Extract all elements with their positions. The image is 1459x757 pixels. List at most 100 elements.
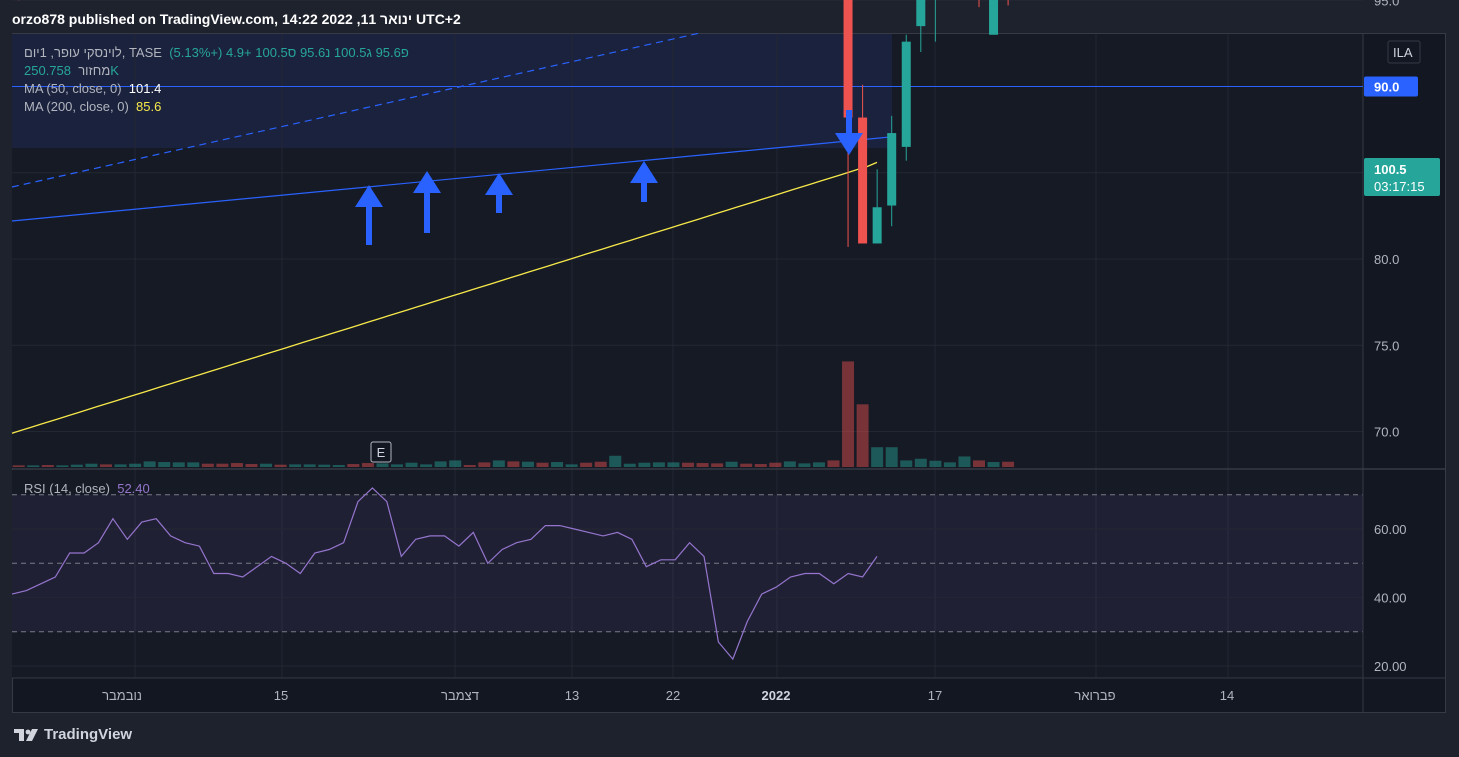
volume-bar [871,447,884,467]
published-title: orzo878 published on TradingView.com, 14… [12,11,461,27]
volume-bar [463,465,476,467]
rsi-legend[interactable]: RSI (14, close) 52.40 [24,481,150,496]
volume-bar [274,464,287,467]
xaxis-tick-label: 17 [928,688,942,703]
last-price-badge-bg [1364,158,1440,196]
candle-body [872,207,882,244]
volume-bar [100,464,112,467]
down-arrow-icon [835,110,863,155]
candle [978,0,980,8]
xaxis-tick-label: נובמבר [102,688,142,703]
yaxis-tick-label: 95.0 [1374,0,1399,8]
volume-bar [725,461,738,467]
legend-ma50-row[interactable]: MA (50, close, 0) 101.4 [24,80,409,98]
candle [872,169,882,244]
volume-bar [682,462,694,467]
up-arrow-icon [630,161,658,202]
earnings-marker: E [370,441,392,463]
volume-bar [987,462,1000,467]
tradingview-brand: TradingView [44,726,133,743]
legend-symbol[interactable]: לוינסקי עופר, 1יום, TASE [24,45,162,60]
volume-bar [216,463,229,467]
volume-bar [885,447,898,467]
tradingview-logo-icon [14,728,38,741]
volume-bar [536,462,549,467]
xaxis-tick-label: פברואר [1074,688,1115,703]
legend-volume-label: מחזור [78,63,111,78]
volume-bar [711,463,724,467]
volume-bar [143,461,156,467]
volume-bar [943,462,956,467]
countdown-label: 03:17:15 [1374,179,1425,194]
legend-ma50-value: 101.4 [128,81,162,96]
currency-badge-bg [1387,40,1421,64]
candle-body [887,133,897,206]
volume-bar [260,463,273,467]
candle [989,0,999,35]
volume-bar [958,456,971,467]
volume-bar [783,461,796,467]
volume-bar [609,455,622,467]
volume-bar [812,462,825,467]
up-arrow-icon [485,173,513,213]
volume-bar [827,460,840,467]
candle [887,115,897,227]
volume-bar [245,464,258,467]
volume-bar [696,463,709,467]
volume-bar [478,462,491,467]
xaxis-tick-label: 22 [666,688,680,703]
volume-bar [405,462,418,467]
legend-ma200-value: 85.6 [136,99,162,114]
volume-bar [900,460,913,467]
candle [901,34,911,161]
volume-bar [420,464,433,467]
rsi-legend-value: 52.40 [117,481,150,496]
volume-bar [798,463,811,467]
volume-bar [521,461,534,467]
currency-badge-label: ILA [1393,45,1413,60]
volume-bar [434,461,447,467]
rsi-line [11,487,878,661]
rsi-legend-label: RSI (14, close) [24,481,110,496]
candle-body [989,0,999,35]
volume-bar [740,463,753,467]
volume-bar [303,464,316,467]
up-arrow-icon [355,185,383,245]
volume-bar [347,464,360,467]
volume-bar [391,464,403,467]
volume-bar [623,463,636,467]
volume-bar [172,462,185,467]
legend-volume-row: מחזור 250.758K [24,62,409,80]
volume-bar [769,462,782,467]
legend-ma200-row[interactable]: MA (200, close, 0) 85.6 [24,98,409,116]
xaxis-tick-label: 15 [274,688,288,703]
volume-bar [1002,461,1015,467]
last-price-label: 100.5 [1374,162,1407,177]
volume-bar [638,462,651,467]
yaxis-tick-label: 70.0 [1374,425,1399,440]
volume-bar [70,464,83,467]
trendline-support [11,136,891,222]
volume-bar [201,463,214,467]
volume-bar [12,465,25,467]
rsi-yaxis-tick-label: 60.00 [1374,522,1407,537]
xaxis-tick-label: 2022 [762,688,791,703]
yaxis-tick-label: 80.0 [1374,252,1399,267]
candle [934,0,936,42]
tradingview-logo[interactable]: TradingView [14,726,132,743]
volume-bar [56,465,69,467]
xaxis-tick-label: 13 [565,688,579,703]
volume-bar [449,460,462,467]
volume-bar [667,462,680,467]
volume-bar [376,463,389,467]
ma200-line [11,161,878,434]
rsi-pane [12,470,1363,678]
price-badge-level-3-bg [1364,76,1418,97]
volume-bar [929,460,942,467]
earnings-marker-label: E [377,445,386,460]
legend-ohlc: פ95.6 ג100.5 נ95.6 ס100.5 +4.9 (+5.13%) [169,45,409,60]
volume-bar [580,462,593,467]
volume-bar [85,463,98,467]
yaxis-tick-label: 75.0 [1374,338,1399,353]
